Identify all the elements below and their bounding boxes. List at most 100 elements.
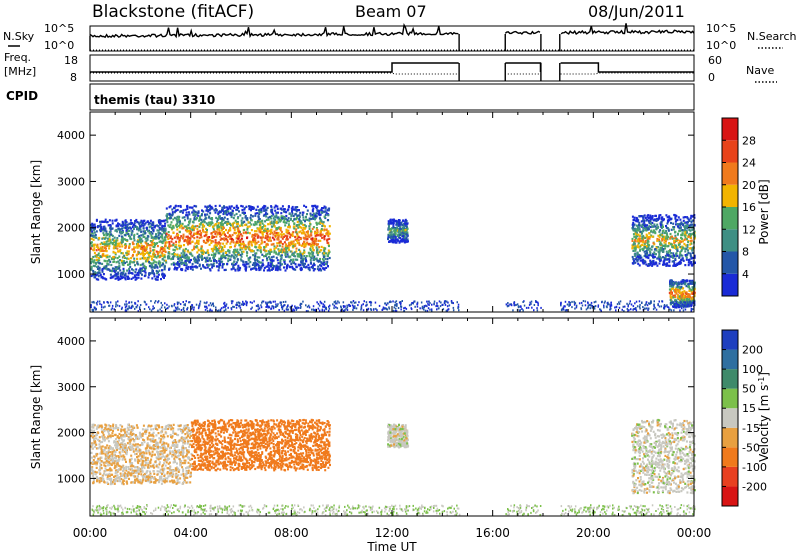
echo-cell	[104, 249, 107, 252]
echo-cell	[327, 252, 330, 255]
echo-cell	[139, 241, 142, 244]
echo-cell	[271, 263, 274, 267]
ground-scatter-cell	[323, 300, 326, 303]
echo-cell	[146, 243, 149, 246]
echo-cell	[167, 251, 170, 254]
echo-cell	[144, 237, 147, 240]
echo-cell	[152, 229, 155, 232]
echo-cell	[154, 264, 157, 267]
echo-cell	[687, 249, 689, 252]
echo-cell	[633, 241, 636, 244]
echo-cell	[681, 234, 684, 237]
echo-cell	[402, 219, 405, 222]
ground-scatter-cell	[311, 308, 313, 311]
echo-cell	[186, 207, 189, 210]
echo-cell	[210, 241, 213, 244]
echo-cell	[197, 255, 199, 258]
echo-cell	[158, 226, 161, 229]
echo-cell	[675, 244, 677, 247]
echo-cell	[654, 218, 656, 221]
echo-cell	[245, 205, 248, 208]
ground-scatter-cell	[317, 302, 320, 305]
echo-cell	[294, 213, 297, 216]
echo-cell	[92, 235, 95, 239]
echo-cell	[669, 255, 672, 258]
echo-cell	[249, 261, 252, 264]
echo-cell	[291, 210, 293, 213]
echo-cell	[683, 301, 685, 304]
echo-cell	[163, 231, 166, 235]
echo-cell	[299, 252, 302, 255]
echo-cell	[305, 238, 308, 241]
echo-cell	[174, 266, 177, 270]
echo-cell	[300, 244, 303, 247]
ground-scatter-cell	[537, 304, 539, 307]
echo-cell	[229, 211, 232, 214]
echo-cell	[195, 213, 198, 216]
echo-cell	[295, 247, 298, 250]
echo-cell	[136, 244, 139, 247]
echo-cell	[163, 253, 166, 256]
echo-cell	[128, 246, 130, 249]
echo-cell	[678, 243, 681, 246]
ground-scatter-cell	[410, 308, 413, 311]
echo-cell	[199, 215, 202, 218]
echo-cell	[163, 224, 166, 227]
echo-cell	[287, 205, 290, 208]
echo-cell	[235, 221, 238, 224]
echo-cell	[689, 282, 692, 285]
echo-cell	[308, 225, 311, 228]
echo-cell	[248, 221, 251, 224]
echo-cell	[184, 238, 187, 241]
echo-cell	[255, 208, 258, 211]
ground-scatter-cell	[281, 308, 284, 311]
echo-cell	[184, 219, 186, 222]
echo-cell	[653, 223, 656, 226]
echo-cell	[220, 217, 223, 220]
echo-cell	[193, 204, 196, 208]
echo-cell	[325, 262, 327, 266]
echo-cell	[263, 266, 266, 270]
echo-cell	[103, 241, 106, 244]
echo-cell	[303, 254, 306, 258]
echo-cell	[149, 249, 152, 252]
echo-cell	[313, 257, 315, 260]
echo-cell	[670, 228, 673, 231]
ground-scatter-cell	[521, 308, 523, 310]
echo-cell	[284, 234, 287, 237]
echo-cell	[172, 242, 175, 245]
echo-cell	[399, 231, 402, 234]
echo-cell	[143, 219, 146, 222]
echo-cell	[133, 233, 136, 236]
echo-cell	[311, 253, 314, 256]
echo-cell	[665, 232, 668, 235]
echo-cell	[644, 236, 647, 240]
echo-cell	[653, 263, 656, 266]
echo-cell	[256, 263, 259, 266]
echo-cell	[293, 261, 295, 265]
echo-cell	[270, 239, 272, 242]
ground-scatter-cell	[436, 304, 438, 307]
ground-scatter-cell	[220, 307, 223, 310]
echo-cell	[298, 242, 301, 245]
echo-cell	[323, 228, 326, 231]
echo-cell	[162, 248, 165, 251]
echo-cell	[262, 207, 265, 210]
ground-scatter-cell	[621, 308, 623, 311]
echo-cell	[647, 216, 650, 220]
echo-cell	[153, 248, 156, 252]
echo-cell	[197, 214, 200, 217]
echo-cell	[270, 225, 273, 228]
echo-cell	[130, 272, 133, 275]
echo-cell	[274, 235, 277, 238]
echo-cell	[121, 225, 124, 228]
echo-cell	[686, 303, 689, 306]
echo-cell	[667, 220, 670, 223]
ground-scatter-cell	[381, 309, 383, 311]
echo-cell	[281, 242, 284, 246]
echo-cell	[686, 253, 689, 256]
ground-scatter-cell	[182, 306, 185, 309]
echo-cell	[315, 257, 318, 260]
echo-cell	[192, 233, 195, 237]
echo-cell	[225, 228, 227, 232]
